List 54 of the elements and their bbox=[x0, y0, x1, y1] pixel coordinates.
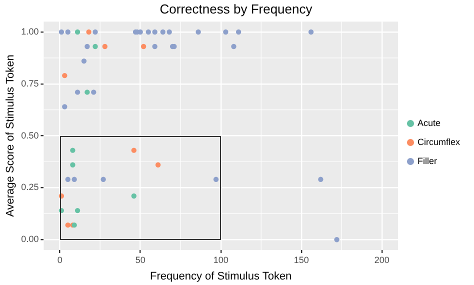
point bbox=[84, 44, 90, 50]
x-tick-label: 0 bbox=[57, 254, 62, 265]
point bbox=[102, 44, 108, 50]
legend-label: Filler bbox=[417, 156, 437, 166]
point bbox=[70, 162, 76, 168]
point bbox=[86, 29, 92, 35]
point bbox=[74, 208, 80, 214]
point bbox=[152, 29, 158, 35]
point bbox=[155, 162, 161, 168]
x-axis-title: Frequency of Stimulus Token bbox=[150, 270, 292, 282]
point bbox=[196, 29, 201, 35]
y-tick-label: 0.00 bbox=[21, 234, 39, 244]
legend-label: Circumflex bbox=[417, 136, 460, 147]
point bbox=[131, 193, 136, 199]
y-tick-label: 0.50 bbox=[21, 130, 39, 140]
point bbox=[58, 29, 64, 35]
point bbox=[100, 176, 106, 182]
x-tick-label: 50 bbox=[135, 254, 146, 265]
point bbox=[62, 72, 68, 78]
legend-label: Acute bbox=[417, 118, 441, 128]
point bbox=[334, 237, 340, 242]
point bbox=[166, 29, 172, 35]
y-axis-title: Average Score of Stimulus Token bbox=[4, 54, 17, 217]
point bbox=[72, 176, 77, 182]
point bbox=[91, 90, 96, 95]
point bbox=[140, 44, 146, 50]
point bbox=[231, 44, 236, 50]
point bbox=[223, 29, 228, 35]
chart-title: Correctness by Frequency bbox=[160, 1, 313, 16]
point bbox=[160, 29, 166, 35]
point bbox=[213, 176, 219, 182]
point bbox=[308, 29, 314, 35]
point bbox=[92, 29, 98, 35]
point bbox=[62, 104, 68, 110]
point bbox=[74, 29, 80, 35]
point bbox=[65, 176, 70, 182]
x-tick-label: 200 bbox=[374, 254, 390, 265]
y-tick-label: 0.25 bbox=[21, 182, 39, 192]
point bbox=[131, 148, 136, 153]
point bbox=[236, 29, 242, 35]
point bbox=[70, 148, 76, 153]
point bbox=[74, 90, 80, 95]
point bbox=[84, 90, 90, 95]
y-tick-label: 1.00 bbox=[21, 26, 39, 36]
point bbox=[92, 44, 98, 50]
x-tick-label: 100 bbox=[213, 254, 228, 265]
point bbox=[65, 29, 70, 35]
y-tick-label: 0.75 bbox=[21, 78, 39, 88]
point bbox=[152, 44, 158, 50]
point bbox=[318, 176, 324, 182]
point bbox=[81, 58, 87, 64]
x-tick-label: 150 bbox=[294, 254, 309, 265]
point bbox=[65, 222, 70, 228]
point bbox=[146, 29, 151, 35]
